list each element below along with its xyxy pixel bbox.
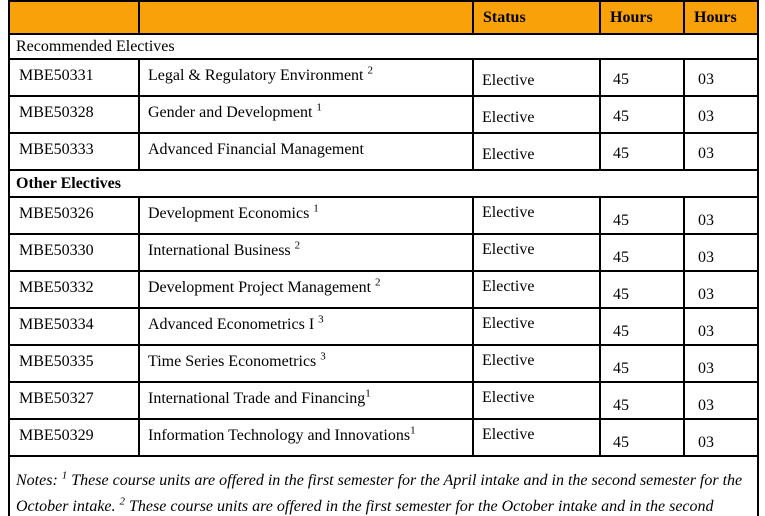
footnote-ref: 3 [320, 350, 326, 363]
course-credit-hours: 03 [683, 418, 759, 457]
footnote-ref: 3 [318, 313, 324, 326]
header-hours-credit: Hours [683, 0, 759, 35]
section-label: Other Electives [8, 169, 759, 198]
footnote-ref-1: 1 [61, 469, 68, 482]
table-row: MBE50333 Advanced Financial Management E… [8, 132, 759, 171]
course-hours: 45 [599, 95, 685, 134]
course-status: Elective [472, 132, 601, 171]
course-status: Elective [472, 307, 601, 346]
course-status: Elective [472, 233, 601, 272]
course-credit-hours: 03 [683, 381, 759, 420]
footnote-ref: 1 [316, 101, 322, 114]
course-title-text: Advanced Econometrics I [148, 316, 319, 333]
table-row: MBE50330 International Business 2 Electi… [8, 233, 759, 272]
table-row: MBE50331 Legal & Regulatory Environment … [8, 58, 759, 97]
footnote-ref: 1 [410, 424, 416, 437]
table-row: MBE50334 Advanced Econometrics I 3 Elect… [8, 307, 759, 346]
course-code: MBE50327 [8, 381, 140, 420]
course-hours: 45 [599, 233, 685, 272]
course-title: International Business 2 [138, 233, 474, 272]
footnote-ref: 1 [365, 387, 371, 400]
table-header-row: Status Hours Hours [8, 0, 759, 35]
course-status: Elective [472, 344, 601, 383]
course-credit-hours: 03 [683, 58, 759, 97]
course-hours: 45 [599, 270, 685, 309]
course-title-text: Time Series Econometrics [148, 353, 321, 370]
course-title-text: Development Economics [148, 205, 314, 222]
course-hours: 45 [599, 307, 685, 346]
notes-paragraph: Notes: 1 These course units are offered … [8, 455, 759, 516]
course-hours: 45 [599, 381, 685, 420]
course-title-text: Gender and Development [148, 104, 317, 121]
course-status: Elective [472, 58, 601, 97]
course-title-text: International Trade and Financing [148, 390, 366, 407]
course-status: Elective [472, 196, 601, 235]
course-code: MBE50334 [8, 307, 140, 346]
footnote-1-text: These course units are offered in the fi… [16, 472, 743, 515]
header-status: Status [472, 0, 601, 35]
section-label: Recommended Electives [8, 33, 759, 60]
header-hours-lecture: Hours [599, 0, 685, 35]
table-row: MBE50332 Development Project Management … [8, 270, 759, 309]
course-code: MBE50331 [8, 58, 140, 97]
table-row: MBE50329 Information Technology and Inno… [8, 418, 759, 457]
course-code: MBE50330 [8, 233, 140, 272]
table-row: MBE50326 Development Economics 1 Electiv… [8, 196, 759, 235]
course-code: MBE50333 [8, 132, 140, 171]
course-code: MBE50328 [8, 95, 140, 134]
course-title: Development Economics 1 [138, 196, 474, 235]
footnote-ref-2: 2 [119, 495, 126, 508]
course-credit-hours: 03 [683, 344, 759, 383]
footnote-ref: 1 [313, 202, 319, 215]
table-row: MBE50335 Time Series Econometrics 3 Elec… [8, 344, 759, 383]
course-code: MBE50329 [8, 418, 140, 457]
course-title-text: Development Project Management [148, 279, 376, 296]
course-credit-hours: 03 [683, 307, 759, 346]
course-code: MBE50326 [8, 196, 140, 235]
course-title: Legal & Regulatory Environment 2 [138, 58, 474, 97]
section-row-other-electives: Other Electives [8, 169, 759, 198]
course-title: Gender and Development 1 [138, 95, 474, 134]
electives-table: Status Hours Hours Recommended Electives… [8, 0, 759, 516]
footnote-2-text: These course units are offered in the fi… [129, 498, 714, 515]
notes-row: Notes: 1 These course units are offered … [8, 455, 759, 516]
table-row: MBE50328 Gender and Development 1 Electi… [8, 95, 759, 134]
course-hours: 45 [599, 58, 685, 97]
course-code: MBE50332 [8, 270, 140, 309]
course-credit-hours: 03 [683, 270, 759, 309]
course-title: International Trade and Financing1 [138, 381, 474, 420]
footnote-ref: 2 [294, 239, 301, 252]
course-credit-hours: 03 [683, 95, 759, 134]
course-status: Elective [472, 381, 601, 420]
footnote-ref: 2 [367, 64, 374, 77]
course-hours: 45 [599, 418, 685, 457]
course-credit-hours: 03 [683, 196, 759, 235]
course-status: Elective [472, 418, 601, 457]
course-title-text: Legal & Regulatory Environment [148, 67, 368, 84]
course-hours: 45 [599, 344, 685, 383]
header-blank-cell [8, 0, 140, 35]
course-title: Information Technology and Innovations1 [138, 418, 474, 457]
course-title: Advanced Econometrics I 3 [138, 307, 474, 346]
footnote-ref: 2 [375, 276, 381, 289]
course-credit-hours: 03 [683, 233, 759, 272]
course-status: Elective [472, 270, 601, 309]
course-title-text: Information Technology and Innovations [148, 427, 411, 444]
course-credit-hours: 03 [683, 132, 759, 171]
course-hours: 45 [599, 196, 685, 235]
course-status: Elective [472, 95, 601, 134]
course-title: Advanced Financial Management [138, 132, 474, 171]
course-hours: 45 [599, 132, 685, 171]
course-title-text: International Business [148, 242, 295, 259]
table-row: MBE50327 International Trade and Financi… [8, 381, 759, 420]
course-code: MBE50335 [8, 344, 140, 383]
section-row-recommended-electives: Recommended Electives [8, 33, 759, 60]
course-title: Time Series Econometrics 3 [138, 344, 474, 383]
course-title-text: Advanced Financial Management [148, 141, 364, 158]
course-title: Development Project Management 2 [138, 270, 474, 309]
header-blank-cell [138, 0, 474, 35]
notes-label: Notes: [16, 472, 62, 489]
